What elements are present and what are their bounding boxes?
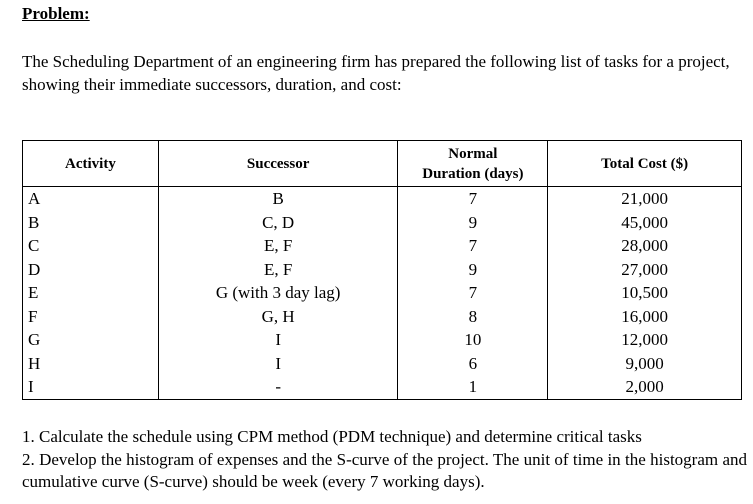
table-cell: D [22, 257, 159, 281]
table-cell: 9,000 [547, 351, 742, 375]
table-cell: I [157, 351, 399, 375]
task-list: 1. Calculate the schedule using CPM meth… [22, 426, 747, 494]
table-cell: H [22, 351, 159, 375]
intro: The Scheduling Department of an engineer… [22, 52, 730, 94]
table-cell: 7 [397, 234, 549, 258]
table-cell: C, D [157, 210, 399, 234]
table-row: F G, H 8 16,000 [22, 304, 742, 328]
table-cell: 27,000 [547, 257, 742, 281]
table-cell: A [22, 186, 159, 211]
table-row: G I 10 12,000 [22, 328, 742, 352]
table-cell: 1 [397, 375, 549, 400]
table-cell: I [157, 328, 399, 352]
header-line: Normal [448, 145, 498, 162]
table-row: A B 7 21,000 [22, 186, 742, 211]
table-cell: 45,000 [547, 210, 742, 234]
table-cell: 28,000 [547, 234, 742, 258]
table-cell: 16,000 [547, 304, 742, 328]
table-row: D E, F 9 27,000 [22, 257, 742, 281]
table-cell: 6 [397, 351, 549, 375]
task-table: Activity Successor Normal Duration (days) To… [22, 140, 742, 400]
table-cell: - [157, 375, 399, 400]
table-cell: 7 [397, 186, 549, 211]
table-cell: 9 [397, 257, 549, 281]
table-cell: I [22, 375, 159, 400]
table-cell: B [157, 186, 399, 211]
table-cell: 21,000 [547, 186, 742, 211]
table-row: I -1 2,000 [22, 375, 742, 400]
table-cell: 2,000 [547, 375, 742, 400]
table-cell: G (with 3 day lag) [157, 281, 399, 305]
header-cell: Normal Duration (days) [397, 140, 549, 187]
table-cell: 10,500 [547, 281, 742, 305]
table-cell: B [22, 210, 159, 234]
table-cell: 8 [397, 304, 549, 328]
table-cell: G [22, 328, 159, 352]
table-cell: F [22, 304, 159, 328]
header-cell: Activity [22, 140, 159, 187]
header-line: Duration (days) [422, 165, 524, 182]
task-item: 1. Calculate the schedule using CPM meth… [22, 427, 642, 446]
task-item: 2. Develop the histogram of expenses and… [22, 449, 747, 492]
header-row: Activity Successor Normal Duration (days) To… [22, 140, 742, 187]
table-cell: C [22, 234, 159, 258]
table-cell: 9 [397, 210, 549, 234]
header-cell: Successor [157, 140, 399, 187]
header-cell: Total Cost ($) [547, 140, 742, 187]
table-cell: 7 [397, 281, 549, 305]
table-row: C E, F 7 28,000 [22, 234, 742, 258]
table-cell: E [22, 281, 159, 305]
table-cell: 12,000 [547, 328, 742, 352]
table-row: B C, D 9 45,000 [22, 210, 742, 234]
table-cell: 10 [397, 328, 549, 352]
table-cell: G, H [157, 304, 399, 328]
table-cell: E, F [157, 234, 399, 258]
heading: Problem: [22, 4, 90, 23]
table-cell: E, F [157, 257, 399, 281]
table-row: H I 6 9,000 [22, 351, 742, 375]
